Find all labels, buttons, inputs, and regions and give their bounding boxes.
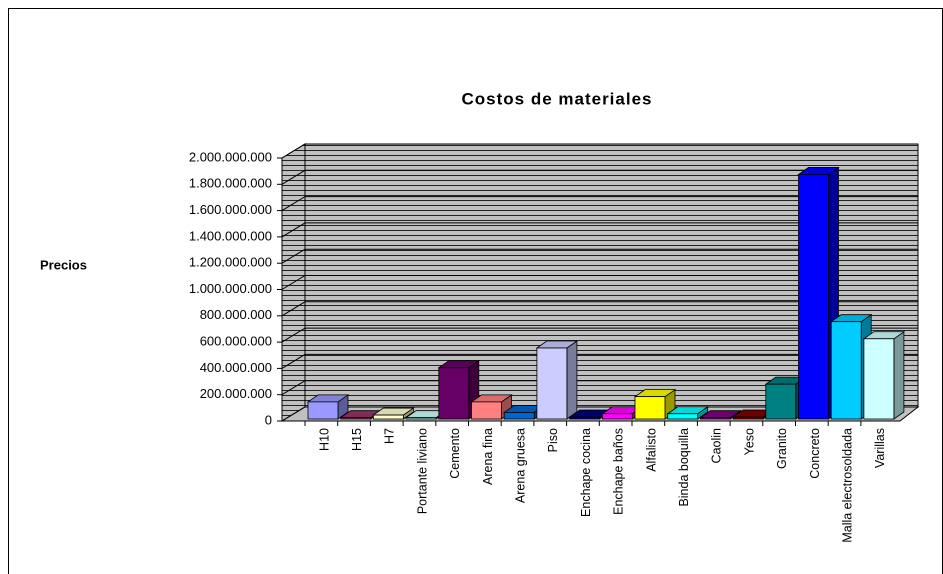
bar	[438, 367, 470, 420]
bar	[340, 417, 372, 420]
bar	[732, 416, 764, 420]
x-tick-label: Varillas	[873, 428, 887, 468]
grid-line	[281, 380, 918, 396]
x-tick-label: H10	[317, 428, 331, 451]
y-tick-label: 400.000.000	[200, 360, 272, 375]
bar-side	[893, 331, 905, 420]
bar	[471, 401, 502, 420]
bar-side	[566, 340, 578, 420]
bar	[405, 417, 437, 420]
x-tick-label: Piso	[546, 428, 560, 452]
bar	[503, 412, 535, 420]
bar	[307, 401, 339, 420]
bar-group	[372, 407, 415, 420]
bar-group	[862, 331, 906, 420]
y-axis-label: Precios	[40, 257, 87, 272]
x-tick-label: Arena gruesa	[513, 428, 527, 503]
x-tick-label: Malla electrosoldada	[840, 428, 854, 543]
grid-line	[281, 301, 918, 317]
grid-line	[281, 327, 918, 343]
bar	[765, 383, 797, 420]
bar-group	[535, 340, 579, 420]
x-tick-label: Enchape cocina	[579, 428, 593, 517]
bar	[863, 338, 895, 420]
bar	[634, 396, 666, 420]
bar	[372, 414, 404, 420]
y-tick-label: 0	[265, 412, 272, 427]
x-tick-label: H7	[383, 428, 397, 444]
x-tick-label: Binda boquilla	[677, 428, 691, 507]
bar	[700, 417, 731, 420]
bar	[667, 413, 699, 420]
x-tick-label: Enchape baños	[612, 428, 626, 515]
bar	[601, 413, 633, 420]
chart-title: Costos de materiales	[461, 89, 652, 108]
y-tick-label: 600.000.000	[200, 334, 272, 349]
y-tick-label: 2.000.000.000	[189, 149, 272, 164]
grid-line	[281, 353, 918, 369]
grid-line	[281, 222, 918, 238]
grid-line	[281, 196, 918, 212]
y-tick-label: 1.200.000.000	[189, 255, 272, 270]
x-tick-label: H15	[350, 428, 364, 451]
x-tick-label: Concreto	[808, 428, 822, 479]
bar	[536, 347, 568, 420]
bar	[569, 416, 600, 420]
x-tick-label: Arena fina	[481, 428, 495, 485]
bar-group	[633, 388, 677, 420]
y-tick-label: 1.800.000.000	[189, 176, 272, 191]
bar-group	[306, 394, 350, 420]
y-tick-label: 200.000.000	[200, 386, 272, 401]
grid-line	[281, 169, 918, 185]
x-tick-label: Granito	[775, 428, 789, 469]
y-tick-label: 1.000.000.000	[189, 281, 272, 296]
x-tick-label: Portante liviano	[415, 428, 429, 514]
x-tick-label: Caolin	[710, 428, 724, 463]
bar-group	[470, 394, 513, 420]
bar	[830, 321, 862, 420]
grid-line	[281, 406, 918, 422]
bar	[798, 174, 829, 420]
y-tick-label: 1.600.000.000	[189, 202, 272, 217]
grid-line	[281, 275, 918, 290]
bar-group	[666, 405, 709, 420]
grid-line	[281, 248, 918, 264]
y-tick-label: 800.000.000	[200, 307, 272, 322]
x-tick-label: Yeso	[742, 428, 756, 455]
x-tick-label: Alfalisto	[644, 428, 658, 472]
bar-group	[699, 409, 742, 420]
grid-line	[281, 143, 918, 159]
y-tick-label: 1.400.000.000	[189, 228, 272, 243]
x-tick-label: Cemento	[448, 428, 462, 479]
